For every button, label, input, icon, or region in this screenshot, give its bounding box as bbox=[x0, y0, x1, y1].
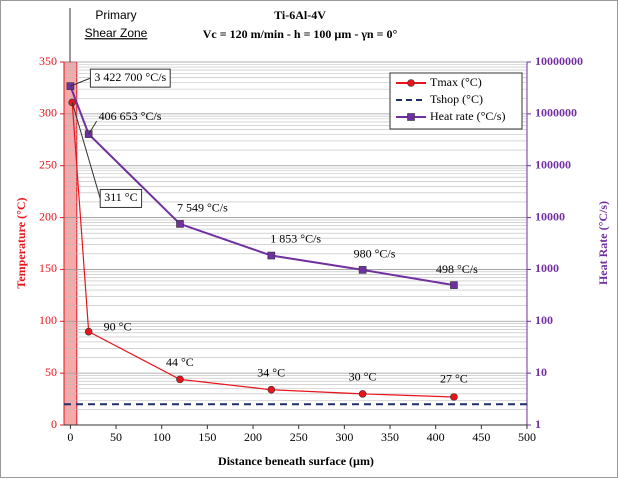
marker bbox=[358, 266, 367, 274]
y-tick-label: 350 bbox=[39, 54, 57, 68]
x-tick-label: 400 bbox=[427, 430, 445, 444]
series-line bbox=[69, 85, 455, 287]
series-line bbox=[71, 102, 454, 398]
y-axis-label: Temperature (°C) bbox=[14, 197, 28, 288]
x-tick-label: 100 bbox=[153, 430, 171, 444]
legend-marker bbox=[407, 113, 415, 121]
legend-marker bbox=[407, 79, 415, 87]
marker bbox=[450, 281, 458, 289]
marker bbox=[267, 385, 276, 394]
y-tick-label: 200 bbox=[39, 209, 57, 223]
data-label: 90 °C bbox=[104, 319, 132, 333]
data-label: 980 °C/s bbox=[354, 247, 396, 261]
y2-tick-label: 10000000 bbox=[535, 54, 583, 68]
marker bbox=[84, 327, 93, 336]
annotation: Shear Zone bbox=[85, 26, 148, 40]
data-label: 406 653 °C/s bbox=[99, 109, 162, 123]
x-tick-label: 450 bbox=[472, 430, 490, 444]
legend-label: Tshop (°C) bbox=[430, 92, 483, 106]
x-tick-label: 150 bbox=[198, 430, 216, 444]
y2-tick-label: 1000 bbox=[535, 261, 559, 275]
x-tick-label: 50 bbox=[110, 430, 122, 444]
y-tick-label: 0 bbox=[51, 417, 57, 431]
y2-axis-label: Heat Rate (°C/s) bbox=[596, 201, 610, 285]
y2-tick-label: 1000000 bbox=[535, 106, 577, 120]
data-label: 30 °C bbox=[349, 370, 377, 384]
marker bbox=[176, 375, 184, 384]
y2-tick-label: 100 bbox=[535, 313, 553, 327]
data-label: 27 °C bbox=[440, 372, 468, 386]
data-label: 34 °C bbox=[257, 365, 285, 379]
x-tick-label: 0 bbox=[67, 430, 73, 444]
x-tick-label: 500 bbox=[518, 430, 536, 444]
x-tick-label: 350 bbox=[381, 430, 399, 444]
x-axis-label: Distance beneath surface (µm) bbox=[218, 454, 374, 468]
data-label: 311 °C bbox=[104, 190, 137, 204]
data-label: 44 °C bbox=[166, 355, 194, 369]
y2-tick-label: 10 bbox=[535, 365, 547, 379]
x-tick-label: 200 bbox=[244, 430, 262, 444]
data-label: 7 549 °C/s bbox=[177, 201, 228, 215]
chart-title: Ti-6Al-4V bbox=[274, 8, 326, 22]
y2-tick-label: 1 bbox=[535, 417, 541, 431]
annotation: Primary bbox=[95, 8, 136, 22]
y-tick-label: 300 bbox=[39, 106, 57, 120]
x-tick-label: 300 bbox=[335, 430, 353, 444]
y-tick-label: 50 bbox=[45, 365, 57, 379]
marker bbox=[176, 220, 184, 228]
data-label: 3 422 700 °C/s bbox=[94, 70, 166, 84]
y-tick-label: 100 bbox=[39, 313, 57, 327]
label-leader bbox=[71, 102, 101, 199]
y-tick-label: 150 bbox=[39, 261, 57, 275]
x-tick-label: 250 bbox=[290, 430, 308, 444]
legend-label: Tmax (°C) bbox=[430, 75, 482, 89]
label-leader bbox=[88, 120, 98, 135]
label-leader bbox=[70, 77, 91, 87]
legend-label: Heat rate (°C/s) bbox=[430, 109, 505, 123]
data-label: 498 °C/s bbox=[436, 262, 478, 276]
marker bbox=[450, 393, 458, 401]
marker bbox=[267, 251, 276, 260]
y2-tick-label: 10000 bbox=[535, 209, 565, 223]
marker bbox=[358, 390, 367, 398]
y2-tick-label: 100000 bbox=[535, 157, 571, 171]
y-tick-label: 250 bbox=[39, 157, 57, 171]
data-label: 1 853 °C/s bbox=[270, 231, 321, 245]
chart-subtitle: Vc = 120 m/min - h = 100 µm - γn = 0° bbox=[203, 27, 398, 41]
